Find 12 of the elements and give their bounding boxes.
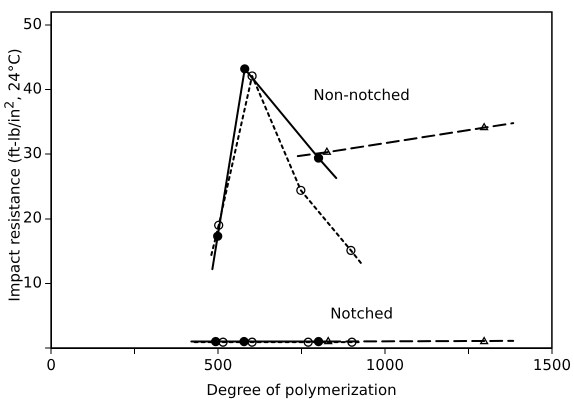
x-axis-title: Degree of polymerization xyxy=(206,380,397,399)
y-tick-label: 40 xyxy=(22,79,42,98)
y-tick-label: 30 xyxy=(22,144,42,162)
y-tick-label: 50 xyxy=(22,14,42,33)
annotation: Notched xyxy=(330,304,393,322)
x-tick-label: 0 xyxy=(46,356,56,374)
annotation: Non-notched xyxy=(313,86,410,104)
x-tick-label: 1500 xyxy=(532,356,572,374)
x-tick-label: 1000 xyxy=(366,356,404,374)
x-tick-label: 500 xyxy=(204,356,232,374)
y-tick-label: 20 xyxy=(22,208,42,227)
y-tick-label: 10 xyxy=(22,273,42,292)
